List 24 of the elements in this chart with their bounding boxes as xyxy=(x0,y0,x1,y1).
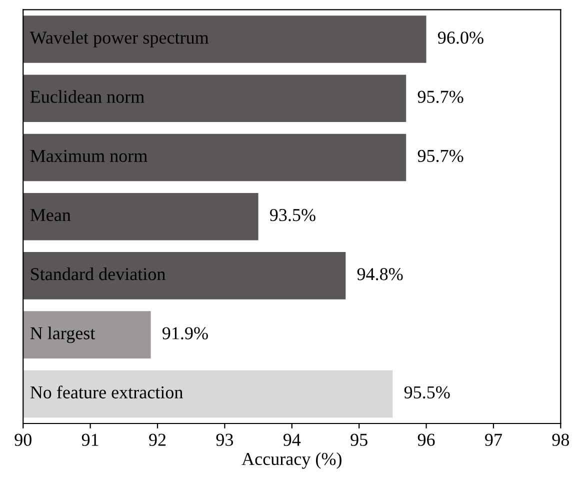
x-tick-label: 98 xyxy=(552,434,569,446)
data-label: 96.0% xyxy=(438,32,484,44)
x-tick-label: 97 xyxy=(485,434,502,446)
x-tick-label: 95 xyxy=(350,434,368,446)
x-tick-label: 90 xyxy=(14,434,32,446)
y-tick-label: N largest xyxy=(30,326,96,344)
x-tick-label: 92 xyxy=(149,434,166,446)
y-tick-label: Euclidean norm xyxy=(30,90,144,103)
data-label: 95.7% xyxy=(418,150,464,162)
x-tick-label: 94 xyxy=(283,434,301,446)
data-label: 91.9% xyxy=(162,327,208,340)
data-label: 94.8% xyxy=(357,268,403,280)
x-tick-label: 93 xyxy=(216,434,234,446)
x-axis-title: Accuracy (%) xyxy=(242,452,342,469)
x-tick-label: 96 xyxy=(418,434,435,446)
y-tick-label: Mean xyxy=(30,209,71,222)
y-tick-label: Standard deviation xyxy=(31,268,166,280)
data-label: 95.7% xyxy=(418,90,464,103)
data-label: 95.5% xyxy=(404,386,450,399)
y-tick-label: No feature extraction xyxy=(30,386,183,398)
y-tick-label: Maximum norm xyxy=(30,150,148,162)
x-tick-label: 91 xyxy=(82,434,98,446)
y-tick-label: Wavelet power spectrum xyxy=(30,31,209,48)
data-label: 93.5% xyxy=(270,208,316,222)
